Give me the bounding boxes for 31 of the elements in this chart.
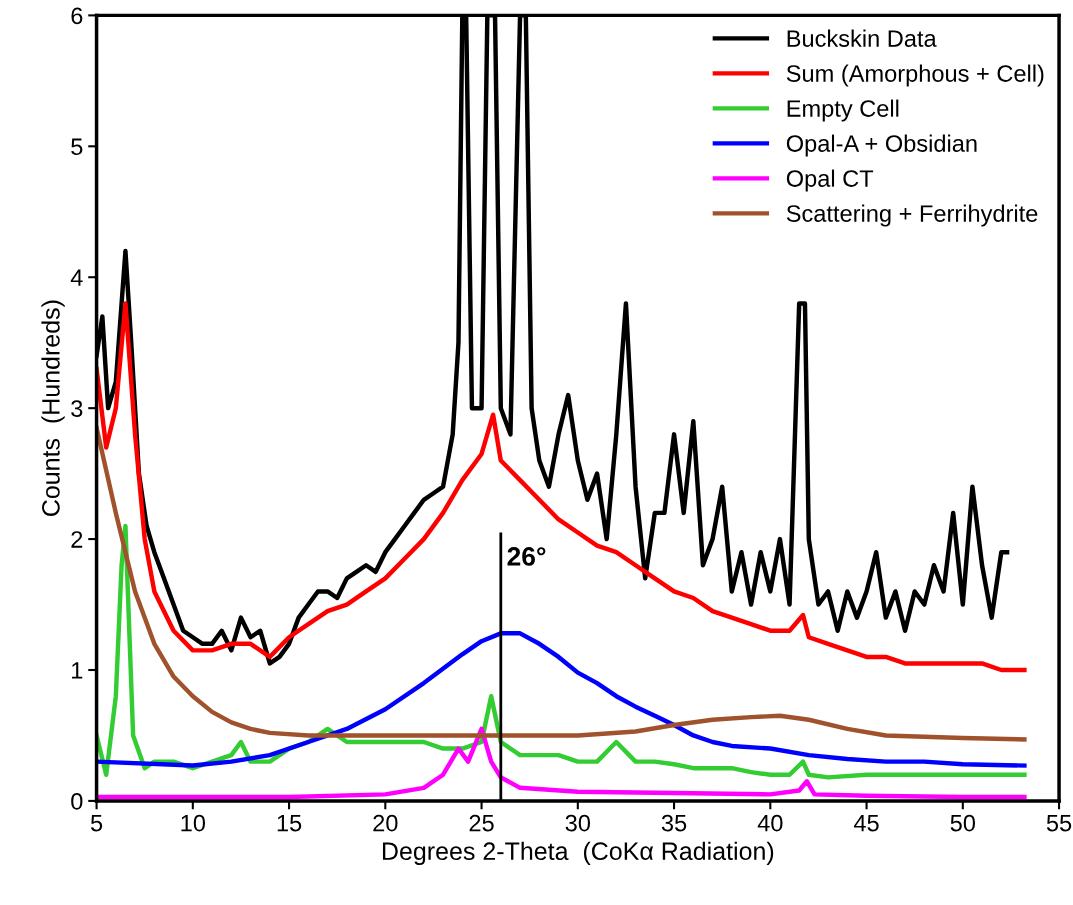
y-tick-label: 6 bbox=[71, 7, 83, 25]
x-tick-label: 20 bbox=[373, 814, 398, 832]
legend-label: Scattering + Ferrihydrite bbox=[786, 204, 1038, 227]
y-tick-label: 1 bbox=[72, 662, 83, 679]
legend-label: Empty Cell bbox=[787, 99, 899, 122]
legend-label: Opal-A + Obsidian bbox=[786, 134, 977, 157]
x-tick-label: 10 bbox=[181, 814, 206, 832]
y-tick-label: 5 bbox=[71, 138, 83, 156]
x-tick-label: 35 bbox=[661, 814, 687, 832]
x-tick-label: 30 bbox=[565, 814, 591, 832]
legend-label: Opal CT bbox=[786, 169, 874, 192]
line-series bbox=[96, 631, 1027, 768]
ref-line-label: 26° bbox=[507, 547, 546, 566]
y-tick-label: 4 bbox=[70, 269, 83, 286]
line-series bbox=[96, 425, 1027, 742]
x-tick-label: 15 bbox=[277, 814, 302, 832]
x-tick-label: 25 bbox=[469, 814, 494, 832]
y-tick-label: 3 bbox=[71, 400, 83, 417]
line-series bbox=[96, 726, 1027, 800]
x-axis-title: Degrees 2-Theta (CoKα Radiation) bbox=[382, 841, 774, 865]
x-tick-label: 40 bbox=[757, 814, 783, 832]
x-tick-label: 50 bbox=[950, 814, 976, 832]
x-tick-label: 55 bbox=[1046, 814, 1072, 832]
legend-label: Sum (Amorphous + Cell) bbox=[786, 64, 1044, 87]
legend-label: Buckskin Data bbox=[787, 29, 937, 47]
y-tick-label: 2 bbox=[71, 531, 83, 548]
x-tick-label: 45 bbox=[853, 814, 879, 832]
y-axis-title: Counts (Hundreds) bbox=[41, 300, 65, 516]
x-tick-label: 5 bbox=[90, 814, 103, 832]
y-tick-label: 0 bbox=[71, 792, 83, 810]
line-series bbox=[96, 301, 1027, 673]
